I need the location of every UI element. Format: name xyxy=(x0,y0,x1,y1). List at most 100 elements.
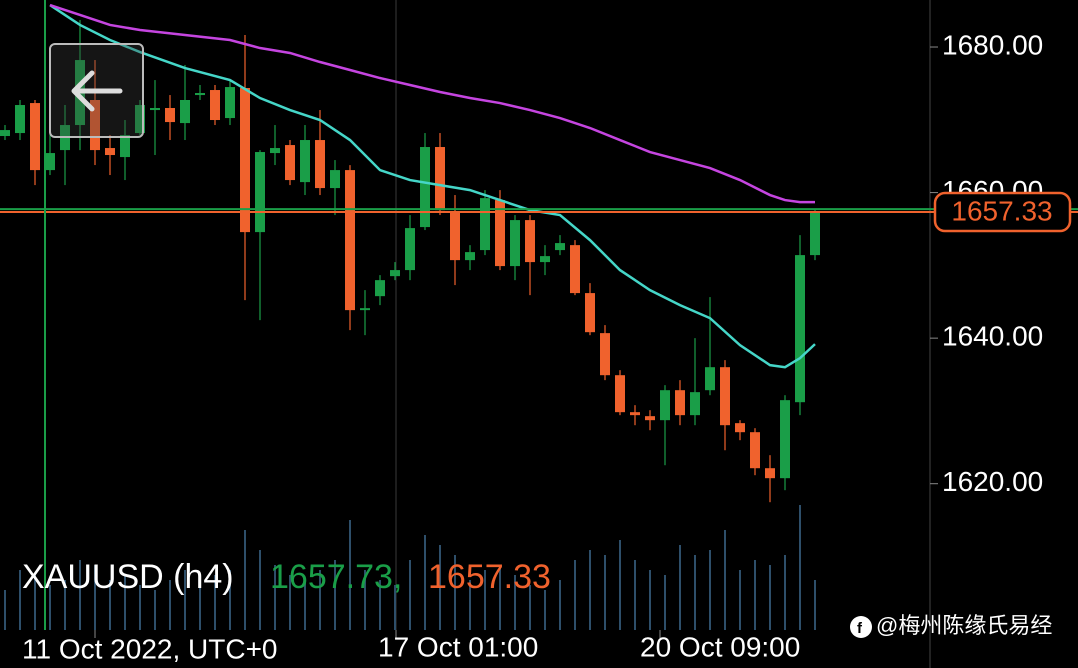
volume-bar xyxy=(319,570,321,630)
volume-bar xyxy=(589,550,591,630)
candle-body xyxy=(360,308,370,311)
volume-bar xyxy=(154,590,156,630)
volume-bar xyxy=(544,590,546,630)
grid xyxy=(94,0,931,668)
volume-bar xyxy=(529,585,531,630)
volume-bar xyxy=(34,575,36,630)
x-label: 20 Oct 09:00 xyxy=(640,631,800,662)
candle-body xyxy=(45,153,55,171)
volume-bar xyxy=(814,580,816,630)
volume-bar xyxy=(784,555,786,630)
candle-body xyxy=(30,103,40,171)
candle-body xyxy=(750,432,760,469)
volume-bar xyxy=(514,575,516,630)
volume-bar xyxy=(574,560,576,630)
candle-body xyxy=(630,412,640,416)
candle-body xyxy=(270,148,280,154)
volume-bar xyxy=(244,530,246,630)
volume-bar xyxy=(4,590,6,630)
candle-body xyxy=(405,228,415,271)
candle-body xyxy=(540,256,550,263)
candle-body xyxy=(525,220,535,263)
candle-body xyxy=(735,423,745,433)
volume-bar xyxy=(409,560,411,630)
volume-bar xyxy=(634,560,636,630)
back-button[interactable] xyxy=(49,43,144,138)
candle-body xyxy=(765,468,775,479)
volume-bar xyxy=(139,585,141,630)
volume-bar xyxy=(604,555,606,630)
candle-body xyxy=(705,367,715,391)
volume-layer xyxy=(4,505,816,630)
volume-bar xyxy=(169,580,171,630)
candle-body xyxy=(495,200,505,267)
volume-bar xyxy=(394,585,396,630)
candle-body xyxy=(195,93,205,96)
candle-body xyxy=(345,170,355,311)
candle-body xyxy=(375,280,385,297)
volume-bar xyxy=(199,585,201,630)
facebook-glyph: f xyxy=(857,620,863,637)
candle-body xyxy=(450,212,460,261)
volume-bar xyxy=(184,570,186,630)
candle-body xyxy=(810,212,820,256)
candle-body xyxy=(255,152,265,233)
candle-body xyxy=(675,390,685,416)
volume-bar xyxy=(799,505,801,630)
facebook-icon xyxy=(850,616,872,638)
average-line xyxy=(49,3,815,204)
volume-bar xyxy=(739,570,741,630)
y-tick-label: 1680.00 xyxy=(942,29,1043,60)
volume-bar xyxy=(724,530,726,630)
volume-bar xyxy=(709,550,711,630)
volume-bar xyxy=(469,580,471,630)
watermark: f @梅州陈缘氏易经 xyxy=(850,613,1052,638)
candle-body xyxy=(330,170,340,189)
volume-bar xyxy=(649,570,651,630)
plot-layer xyxy=(0,3,1078,503)
y-tick-label: 1640.00 xyxy=(942,321,1043,352)
candle-body xyxy=(615,375,625,413)
candle-body xyxy=(105,148,115,156)
volume-bar xyxy=(109,580,111,630)
volume-bar xyxy=(214,575,216,630)
candle-body xyxy=(135,105,145,134)
candle-body xyxy=(435,147,445,211)
volume-bar xyxy=(364,570,366,630)
x-label: 11 Oct 2022, UTC+0 xyxy=(22,633,278,664)
volume-bar xyxy=(679,545,681,630)
volume-bar xyxy=(619,540,621,630)
candle-body xyxy=(150,108,160,111)
price-tag xyxy=(933,191,1072,233)
y-tick-label: 1620.00 xyxy=(942,466,1043,497)
ask-label: 1657.33 xyxy=(428,558,551,596)
volume-bar xyxy=(289,575,291,630)
candle-body xyxy=(180,100,190,124)
candle-body xyxy=(600,333,610,376)
candle-body xyxy=(660,390,670,421)
volume-bar xyxy=(304,580,306,630)
candle-body xyxy=(690,392,700,416)
candle-body xyxy=(240,87,250,233)
candle-body xyxy=(510,220,520,267)
volume-bar xyxy=(79,560,81,630)
candle-body xyxy=(420,147,430,228)
watermark-text: @梅州陈缘氏易经 xyxy=(876,613,1052,638)
volume-bar xyxy=(484,570,486,630)
candle-body xyxy=(585,293,595,333)
volume-bar xyxy=(334,560,336,630)
volume-bar xyxy=(124,575,126,630)
bid-label: 1657.73, xyxy=(270,558,402,596)
volume-bar xyxy=(94,565,96,630)
candle-body xyxy=(720,367,730,426)
candle-body xyxy=(555,243,565,251)
back-arrow-icon xyxy=(71,70,123,112)
volume-bar xyxy=(379,580,381,630)
volume-bar xyxy=(499,565,501,630)
candle-body xyxy=(165,108,175,123)
candle-body xyxy=(780,400,790,479)
candle-body xyxy=(285,145,295,181)
